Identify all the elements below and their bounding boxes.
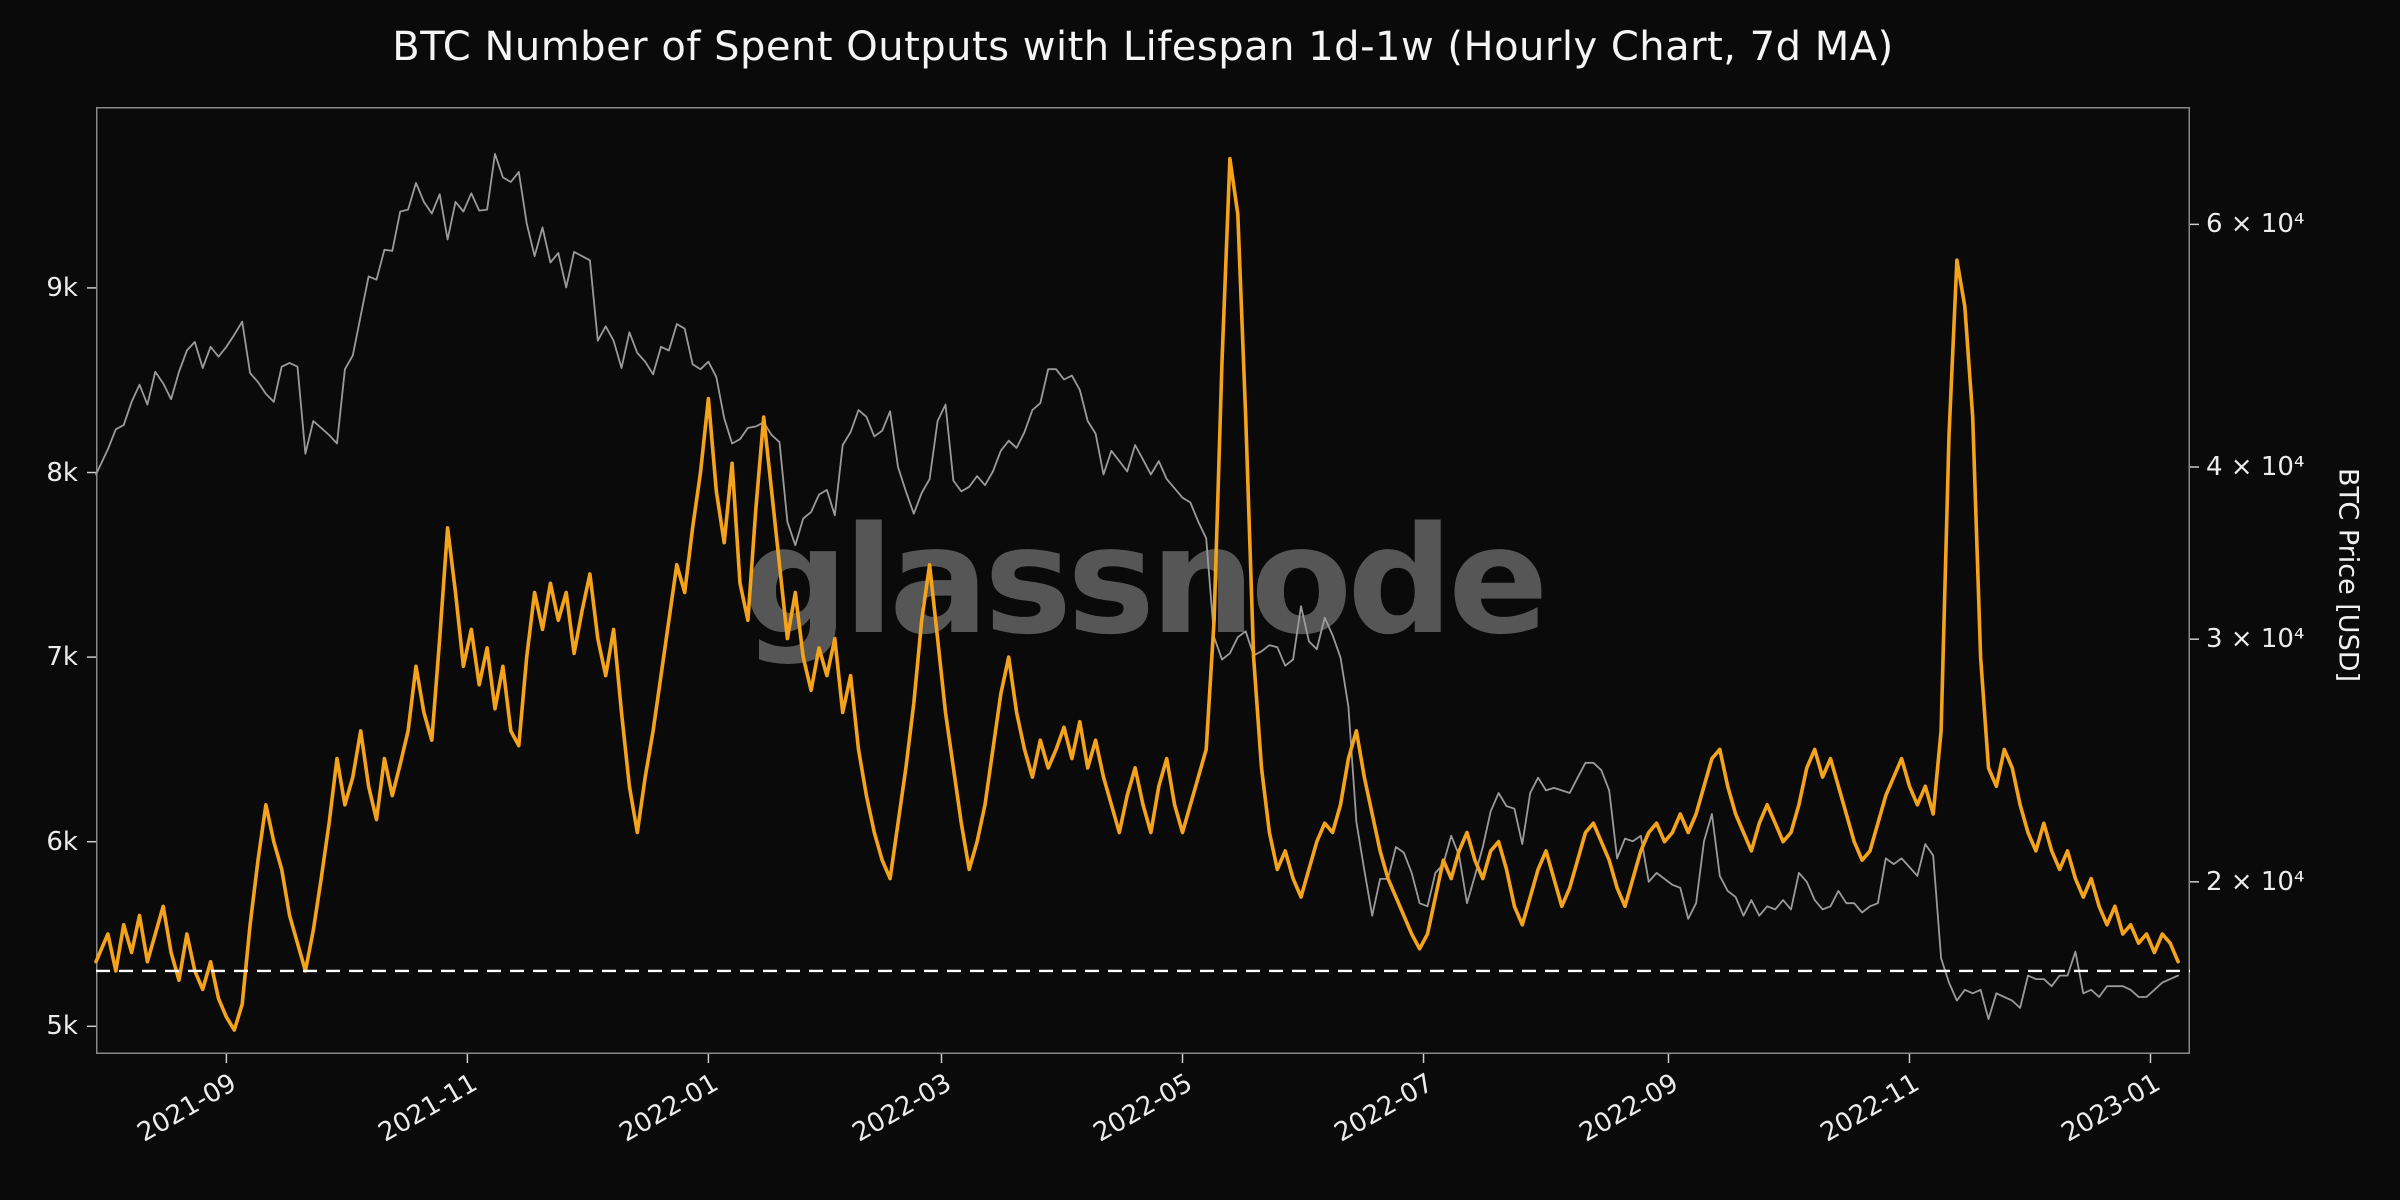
x-tick-label: 2023-01: [2056, 1068, 2166, 1149]
x-tick-label: 2022-07: [1329, 1068, 1439, 1149]
x-tick-label: 2021-11: [373, 1068, 483, 1149]
x-tick-label: 2022-03: [847, 1068, 957, 1149]
y-tick-label-right: 3 × 10⁴: [2206, 624, 2305, 655]
y-tick-label-right: 2 × 10⁴: [2206, 866, 2305, 897]
chart-canvas: [87, 107, 2199, 1063]
x-tick-label: 2022-09: [1574, 1068, 1684, 1149]
series-btc-price-line: [95, 153, 2179, 1020]
y-tick-label-left: 5k: [46, 1011, 78, 1042]
x-tick-label: 2021-09: [132, 1068, 242, 1149]
glassnode-watermark: glassnode: [742, 494, 1548, 667]
y-tick-label-left: 8k: [46, 457, 78, 488]
y-tick-label-left: 6k: [46, 826, 78, 857]
y-tick-label-left: 9k: [46, 272, 78, 303]
right-axis-title: BTC Price [USD]: [2332, 467, 2364, 683]
x-tick-label: 2022-05: [1088, 1068, 1198, 1149]
y-tick-label-right: 6 × 10⁴: [2206, 209, 2305, 240]
x-tick-label: 2022-11: [1815, 1068, 1925, 1149]
plot-area[interactable]: [87, 107, 2199, 1063]
series-spent-outputs-line: [94, 156, 2180, 1032]
plot-border: [96, 107, 2190, 1054]
x-tick-label: 2022-01: [614, 1068, 724, 1149]
y-tick-label-left: 7k: [46, 642, 78, 673]
chart-title: BTC Number of Spent Outputs with Lifespa…: [392, 24, 1894, 70]
y-tick-label-right: 4 × 10⁴: [2206, 452, 2305, 483]
